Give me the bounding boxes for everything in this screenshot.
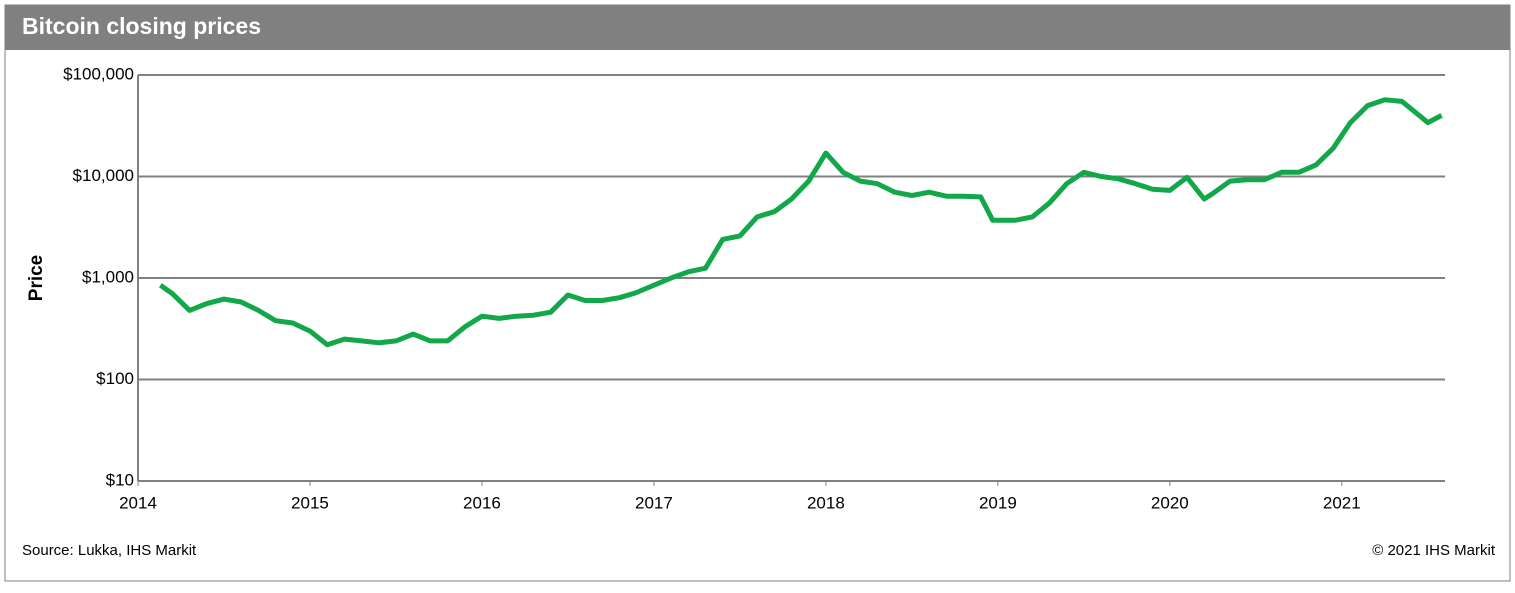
source: Source: Lukka, IHS Markit <box>22 542 197 559</box>
x-tick-label: 2015 <box>291 493 329 512</box>
y-tick-label: $100 <box>96 369 134 388</box>
panel <box>4 4 1511 582</box>
x-tick-label: 2019 <box>979 493 1017 512</box>
y-tick-label: $1,000 <box>82 267 134 286</box>
x-tick-label: 2021 <box>1323 493 1361 512</box>
y-tick-label: $100,000 <box>63 64 134 83</box>
y-axis-label: Price <box>26 255 47 301</box>
x-tick-label: 2018 <box>807 493 845 512</box>
x-tick-label: 2020 <box>1151 493 1189 512</box>
y-tick-label: $10,000 <box>73 166 134 185</box>
y-tick-label: $10 <box>106 470 134 489</box>
price-line <box>158 97 1443 348</box>
x-tick-label: 2017 <box>635 493 673 512</box>
chart-title: Bitcoin closing prices <box>22 13 261 39</box>
x-tick-label: 2016 <box>463 493 501 512</box>
copyright: © 2021 IHS Markit <box>1372 542 1496 559</box>
x-tick-label: 2014 <box>119 493 157 512</box>
header-bar <box>5 5 1510 50</box>
